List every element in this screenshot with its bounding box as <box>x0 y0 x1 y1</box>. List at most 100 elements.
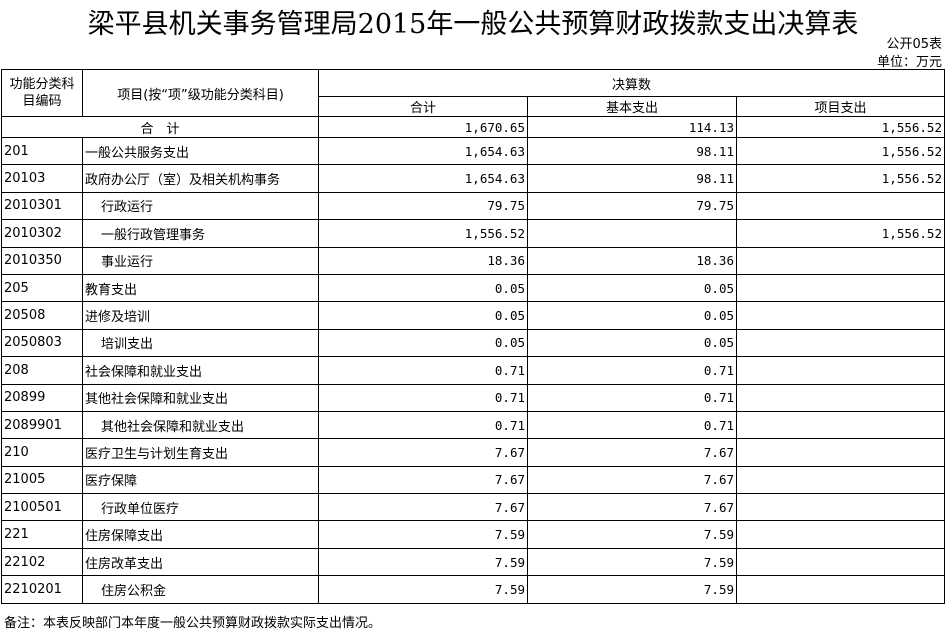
row-code: 2089901 <box>1 410 83 440</box>
header-item: 项目(按“项”级功能分类科目) <box>82 69 319 117</box>
form-number: 公开05表 <box>886 37 942 52</box>
row-project <box>736 301 945 330</box>
row-code: 205 <box>1 273 83 303</box>
row-total: 7.59 <box>318 520 528 549</box>
row-project <box>736 575 945 604</box>
row-project <box>736 465 945 495</box>
row-project: 1,556.52 <box>736 136 945 166</box>
row-name: 进修及培训 <box>82 301 319 330</box>
row-project <box>736 520 945 549</box>
table-row: 2100501 行政单位医疗 7.67 7.67 <box>1 493 945 522</box>
footnote: 备注：本表反映部门本年度一般公共预算财政拨款实际支出情况。 <box>4 616 382 631</box>
row-code: 20103 <box>1 164 83 193</box>
row-total: 0.05 <box>318 301 528 330</box>
table-row: 20508 进修及培训 0.05 0.05 <box>1 301 945 330</box>
table-row: 2010350 事业运行 18.36 18.36 <box>1 246 945 275</box>
row-basic: 98.11 <box>527 136 737 166</box>
row-name: 其他社会保障和就业支出 <box>82 383 319 412</box>
row-project <box>736 191 945 221</box>
row-total: 0.71 <box>318 383 528 412</box>
row-project <box>736 438 945 467</box>
row-name: 行政运行 <box>82 191 319 221</box>
row-basic: 0.05 <box>527 328 737 358</box>
row-code: 20508 <box>1 301 83 330</box>
row-basic: 18.36 <box>527 246 737 275</box>
row-basic: 7.59 <box>527 520 737 549</box>
table-row: 2210201 住房公积金 7.59 7.59 <box>1 575 945 604</box>
row-total: 0.71 <box>318 410 528 440</box>
row-total: 0.05 <box>318 273 528 303</box>
table-row: 22102 住房改革支出 7.59 7.59 <box>1 547 945 577</box>
row-basic: 0.71 <box>527 410 737 440</box>
row-code: 2010302 <box>1 219 83 248</box>
row-basic: 0.05 <box>527 301 737 330</box>
row-project: 1,556.52 <box>736 164 945 193</box>
row-basic: 7.67 <box>527 465 737 495</box>
row-code: 2010301 <box>1 191 83 221</box>
table-row: 221 住房保障支出 7.59 7.59 <box>1 520 945 549</box>
row-total: 0.05 <box>318 328 528 358</box>
row-total: 7.59 <box>318 547 528 577</box>
row-code: 2210201 <box>1 575 83 604</box>
row-name: 行政单位医疗 <box>82 493 319 522</box>
row-code: 21005 <box>1 465 83 495</box>
row-code: 221 <box>1 520 83 549</box>
row-basic: 0.05 <box>527 273 737 303</box>
total-label: 合 计 <box>1 116 319 138</box>
row-name: 医疗保障 <box>82 465 319 495</box>
row-total: 7.59 <box>318 575 528 604</box>
row-basic: 7.67 <box>527 438 737 467</box>
row-name: 其他社会保障和就业支出 <box>82 410 319 440</box>
row-code: 201 <box>1 136 83 166</box>
row-total: 0.71 <box>318 356 528 385</box>
budget-table: 功能分类科目编码 项目(按“项”级功能分类科目) 决算数 合计 基本支出 项目支… <box>1 69 945 604</box>
row-basic <box>527 219 737 248</box>
row-total: 7.67 <box>318 438 528 467</box>
row-code: 2010350 <box>1 246 83 275</box>
row-total: 1,556.52 <box>318 219 528 248</box>
row-code: 20899 <box>1 383 83 412</box>
row-project <box>736 328 945 358</box>
row-name: 社会保障和就业支出 <box>82 356 319 385</box>
row-basic: 98.11 <box>527 164 737 193</box>
row-total: 1,654.63 <box>318 136 528 166</box>
row-basic: 7.59 <box>527 547 737 577</box>
row-project <box>736 273 945 303</box>
row-code: 208 <box>1 356 83 385</box>
row-project: 1,556.52 <box>736 219 945 248</box>
row-total: 7.67 <box>318 465 528 495</box>
row-name: 政府办公厅（室）及相关机构事务 <box>82 164 319 193</box>
row-name: 一般行政管理事务 <box>82 219 319 248</box>
row-code: 210 <box>1 438 83 467</box>
row-name: 住房保障支出 <box>82 520 319 549</box>
row-name: 住房改革支出 <box>82 547 319 577</box>
row-name: 一般公共服务支出 <box>82 136 319 166</box>
row-code: 22102 <box>1 547 83 577</box>
total-row: 合 计 1,670.65 114.13 1,556.52 <box>1 116 945 138</box>
table-row: 2050803 培训支出 0.05 0.05 <box>1 328 945 358</box>
table-row: 2010302 一般行政管理事务 1,556.52 1,556.52 <box>1 219 945 248</box>
row-name: 医疗卫生与计划生育支出 <box>82 438 319 467</box>
row-name: 事业运行 <box>82 246 319 275</box>
unit-label: 单位：万元 <box>876 55 942 70</box>
table-row: 208 社会保障和就业支出 0.71 0.71 <box>1 356 945 385</box>
row-name: 培训支出 <box>82 328 319 358</box>
table-row: 210 医疗卫生与计划生育支出 7.67 7.67 <box>1 438 945 467</box>
header-group: 决算数 <box>318 69 945 97</box>
header-project: 项目支出 <box>736 96 945 117</box>
header-code: 功能分类科目编码 <box>1 69 83 117</box>
row-total: 79.75 <box>318 191 528 221</box>
table-row: 205 教育支出 0.05 0.05 <box>1 273 945 303</box>
header-total: 合计 <box>318 96 528 117</box>
total-basic: 114.13 <box>527 116 737 138</box>
row-basic: 0.71 <box>527 356 737 385</box>
row-basic: 0.71 <box>527 383 737 412</box>
row-basic: 7.59 <box>527 575 737 604</box>
row-total: 1,654.63 <box>318 164 528 193</box>
row-project <box>736 356 945 385</box>
table-row: 201 一般公共服务支出 1,654.63 98.11 1,556.52 <box>1 136 945 166</box>
row-project <box>736 493 945 522</box>
row-name: 教育支出 <box>82 273 319 303</box>
row-total: 18.36 <box>318 246 528 275</box>
table-row: 21005 医疗保障 7.67 7.67 <box>1 465 945 495</box>
